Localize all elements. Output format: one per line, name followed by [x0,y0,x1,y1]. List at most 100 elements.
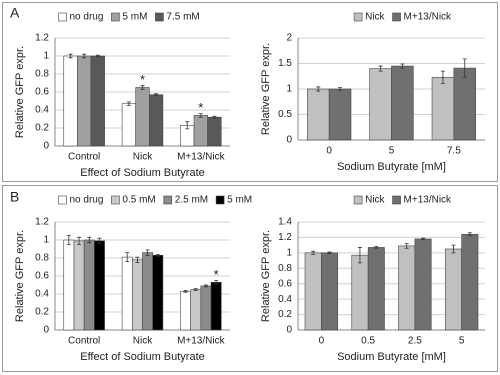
legend-label: M+13/Nick [404,195,453,206]
bar [444,248,462,331]
error-bar [212,115,217,119]
error-bar [203,284,208,288]
error-bar [462,58,467,78]
legend-label: Nick [365,195,385,206]
error-bar [404,243,409,249]
legend-swatch [353,12,363,22]
error-bar [125,252,130,262]
bar [190,289,202,331]
y-tick-label: 0.4 [35,105,49,116]
y-axis-label: Relative GFP expr. [260,43,272,135]
bar [367,247,385,331]
x-tick-label: Nick [133,336,153,347]
bar [83,239,95,331]
y-axis-label: Relative GFP expr. [14,230,26,322]
error-bar [183,290,188,293]
y-tick-label: 0.6 [35,271,49,282]
bar [73,240,85,331]
error-bar [316,86,321,92]
legend-label: 7.5 mM [166,12,199,23]
y-tick-label: 0.4 [278,294,292,305]
error-bar [126,101,131,106]
bar [63,239,75,331]
y-tick-label: 0.8 [278,263,292,274]
x-tick-label: M+13/Nick [177,152,226,163]
bar [142,252,154,331]
bar [200,285,212,331]
bar [149,94,164,147]
y-tick-label: 0.2 [35,123,49,134]
error-bar [374,246,379,249]
error-bar [68,53,73,59]
bar [461,234,479,331]
y-tick-label: 1.2 [35,217,49,228]
bar [121,256,133,331]
error-bar [82,53,87,59]
bar [90,55,105,147]
bar [369,68,392,141]
legend-label: M+13/Nick [404,12,453,23]
bar [304,252,322,331]
y-tick-label: 0.5 [278,109,292,120]
y-tick-label: 0 [43,141,49,152]
error-bar [154,93,159,96]
error-bar [135,256,140,263]
y-tick-label: 0.6 [278,278,292,289]
legend-label: no drug [70,12,104,23]
x-tick-label: 5 [389,146,395,157]
x-tick-label: Nick [133,152,153,163]
x-tick-label: 0 [319,336,325,347]
error-bar [198,113,203,118]
error-bar [378,65,383,72]
bar [328,88,352,141]
panel-frame [2,2,498,182]
error-bar [421,237,426,241]
bar [94,240,105,331]
error-bar [155,254,160,257]
x-tick-label: 2.5 [408,336,422,347]
bar [398,245,416,331]
error-bar [311,250,316,255]
y-tick-label: 1.2 [35,33,49,44]
y-tick-label: 1 [286,84,292,95]
error-bar [145,249,150,256]
x-axis-label: Effect of Sodium Butyrate [80,351,205,363]
panel-label: A [10,5,20,21]
y-tick-label: 1 [43,51,49,62]
y-tick-label: 1.2 [278,232,292,243]
y-tick-label: 0.8 [35,253,49,264]
bar [453,67,476,141]
error-bar [467,232,472,237]
bar [131,259,143,331]
bar [391,65,414,141]
x-tick-label: 5 [459,336,465,347]
y-tick-label: 0 [286,325,292,336]
error-bar [400,63,405,69]
legend-label: Nick [365,12,385,23]
y-tick-label: 1 [286,247,292,258]
bar [193,115,208,147]
bar [180,290,191,331]
error-bar [214,280,219,285]
legend-label: no drug [70,195,104,206]
x-tick-label: 0.5 [361,336,375,347]
error-bar [140,85,145,90]
legend-label: 2.5 mM [175,195,208,206]
y-tick-label: 2 [286,33,292,44]
y-tick-label: 0 [43,325,49,336]
error-bar [87,236,92,244]
y-tick-label: 0 [286,135,292,146]
y-tick-label: 0.6 [35,87,49,98]
legend-swatch [58,195,67,205]
x-tick-label: Control [68,152,100,163]
x-tick-label: Control [68,336,100,347]
error-bar [185,121,190,130]
annotation: * [198,100,203,115]
y-tick-label: 0.4 [35,289,49,300]
bar [77,55,92,147]
error-bar [327,251,332,255]
bar [307,88,330,141]
error-bar [97,237,102,244]
legend-swatch [155,12,164,22]
